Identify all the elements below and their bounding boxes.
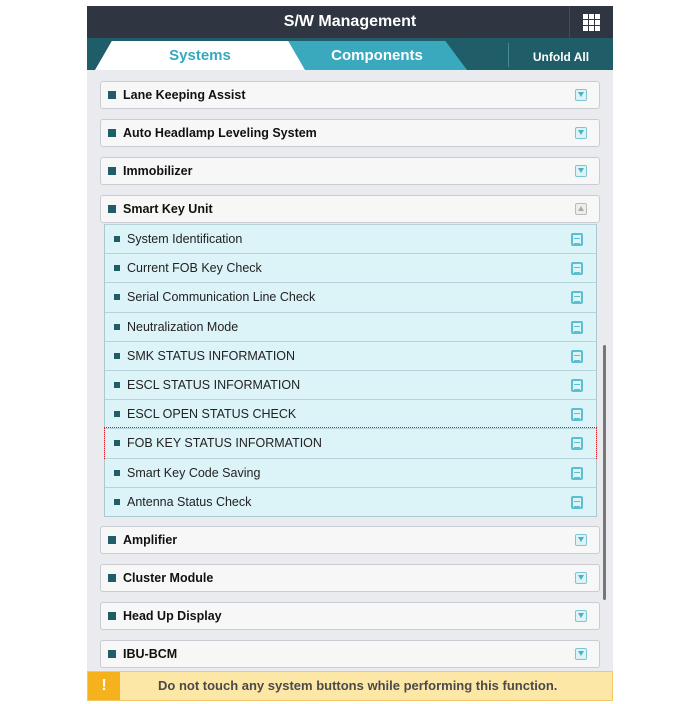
expand-icon[interactable] [575,165,587,177]
group-auto-headlamp-leveling[interactable]: Auto Headlamp Leveling System [100,119,600,147]
item-label: Smart Key Code Saving [127,465,261,480]
list-item[interactable]: SMK STATUS INFORMATION [105,340,596,370]
item-label: Antenna Status Check [127,494,252,509]
list-item[interactable]: System Identification [105,224,596,254]
document-icon [571,378,583,392]
list-item[interactable]: Neutralization Mode [105,311,596,341]
bullet-icon [114,498,120,505]
tab-systems[interactable]: Systems [95,41,305,70]
document-icon [571,349,583,363]
grid-icon [583,13,600,31]
bullet-icon [114,236,120,242]
group-head-up-display[interactable]: Head Up Display [100,602,600,630]
document-icon [571,495,583,509]
document-icon [571,320,583,334]
bullet-icon [114,469,120,476]
list-item[interactable]: Smart Key Code Saving [105,457,596,487]
list-item[interactable]: ESCL STATUS INFORMATION [105,369,596,400]
item-label: FOB KEY STATUS INFORMATION [127,436,322,451]
grid-menu-button[interactable] [569,6,613,38]
group-cluster-module[interactable]: Cluster Module [100,564,600,592]
group-label: Smart Key Unit [123,202,213,216]
sw-management-window: S/W Management Components Systems Unfold… [87,6,613,701]
document-icon [571,437,583,451]
collapse-icon[interactable] [575,203,587,215]
item-label: ESCL STATUS INFORMATION [127,377,301,392]
header: S/W Management [87,6,613,38]
list-item[interactable]: ESCL OPEN STATUS CHECK [105,399,596,429]
expand-icon[interactable] [575,572,587,584]
expand-icon[interactable] [575,127,587,139]
bullet-icon [114,323,120,330]
bullet-icon [108,650,116,658]
item-label: Neutralization Mode [127,319,239,334]
group-immobilizer[interactable]: Immobilizer [100,157,600,185]
group-lane-keeping-assist[interactable]: Lane Keeping Assist [100,81,600,109]
warning-banner: ! Do not touch any system buttons while p… [87,671,613,701]
bullet-icon [108,205,116,213]
document-icon [571,291,583,305]
expand-icon[interactable] [575,534,587,546]
bullet-icon [108,612,116,620]
document-icon [571,262,583,276]
smart-key-unit-functions: System Identification Current FOB Key Ch… [104,224,597,517]
bullet-icon [114,352,120,359]
warning-icon: ! [88,672,120,700]
group-label: Immobilizer [123,164,193,178]
item-label: System Identification [127,232,243,246]
document-icon [571,233,583,246]
bullet-icon [108,167,116,175]
bullet-icon [108,129,116,137]
page-title: S/W Management [283,13,417,30]
item-label: Serial Communication Line Check [127,290,316,305]
group-label: Lane Keeping Assist [123,88,246,102]
group-label: Cluster Module [123,571,214,585]
list-item[interactable]: Antenna Status Check [105,486,596,516]
bullet-icon [114,440,120,447]
list-item[interactable]: Serial Communication Line Check [105,282,596,312]
group-smart-key-unit[interactable]: Smart Key Unit [100,195,600,223]
group-label: Head Up Display [123,609,222,623]
group-label: IBU-BCM [123,647,178,661]
item-label: Current FOB Key Check [127,261,262,276]
expand-icon[interactable] [575,648,587,660]
scrollbar[interactable] [603,345,606,600]
expand-icon[interactable] [575,89,587,101]
system-list: Lane Keeping Assist Auto Headlamp Leveli… [87,70,613,671]
list-item[interactable]: Current FOB Key Check [105,253,596,283]
group-ibu-bcm[interactable]: IBU-BCM [100,640,600,668]
bullet-icon [114,381,120,388]
group-label: Amplifier [123,533,178,547]
tab-bar: Components Systems Unfold All [87,38,613,70]
list-item-selected[interactable]: FOB KEY STATUS INFORMATION [104,427,597,459]
tab-components[interactable]: Components [287,41,467,70]
bullet-icon [114,411,120,418]
document-icon [571,466,583,480]
warning-text: Do not touch any system buttons while pe… [158,678,558,693]
expand-icon[interactable] [575,610,587,622]
bullet-icon [108,574,116,582]
bullet-icon [108,91,116,99]
unfold-all-button[interactable]: Unfold All [508,43,613,67]
item-label: ESCL OPEN STATUS CHECK [127,407,297,422]
bullet-icon [114,265,120,272]
item-label: SMK STATUS INFORMATION [127,348,296,363]
bullet-icon [108,536,116,544]
bullet-icon [114,294,120,301]
document-icon [571,408,583,422]
group-label: Auto Headlamp Leveling System [123,126,317,140]
group-amplifier[interactable]: Amplifier [100,526,600,554]
